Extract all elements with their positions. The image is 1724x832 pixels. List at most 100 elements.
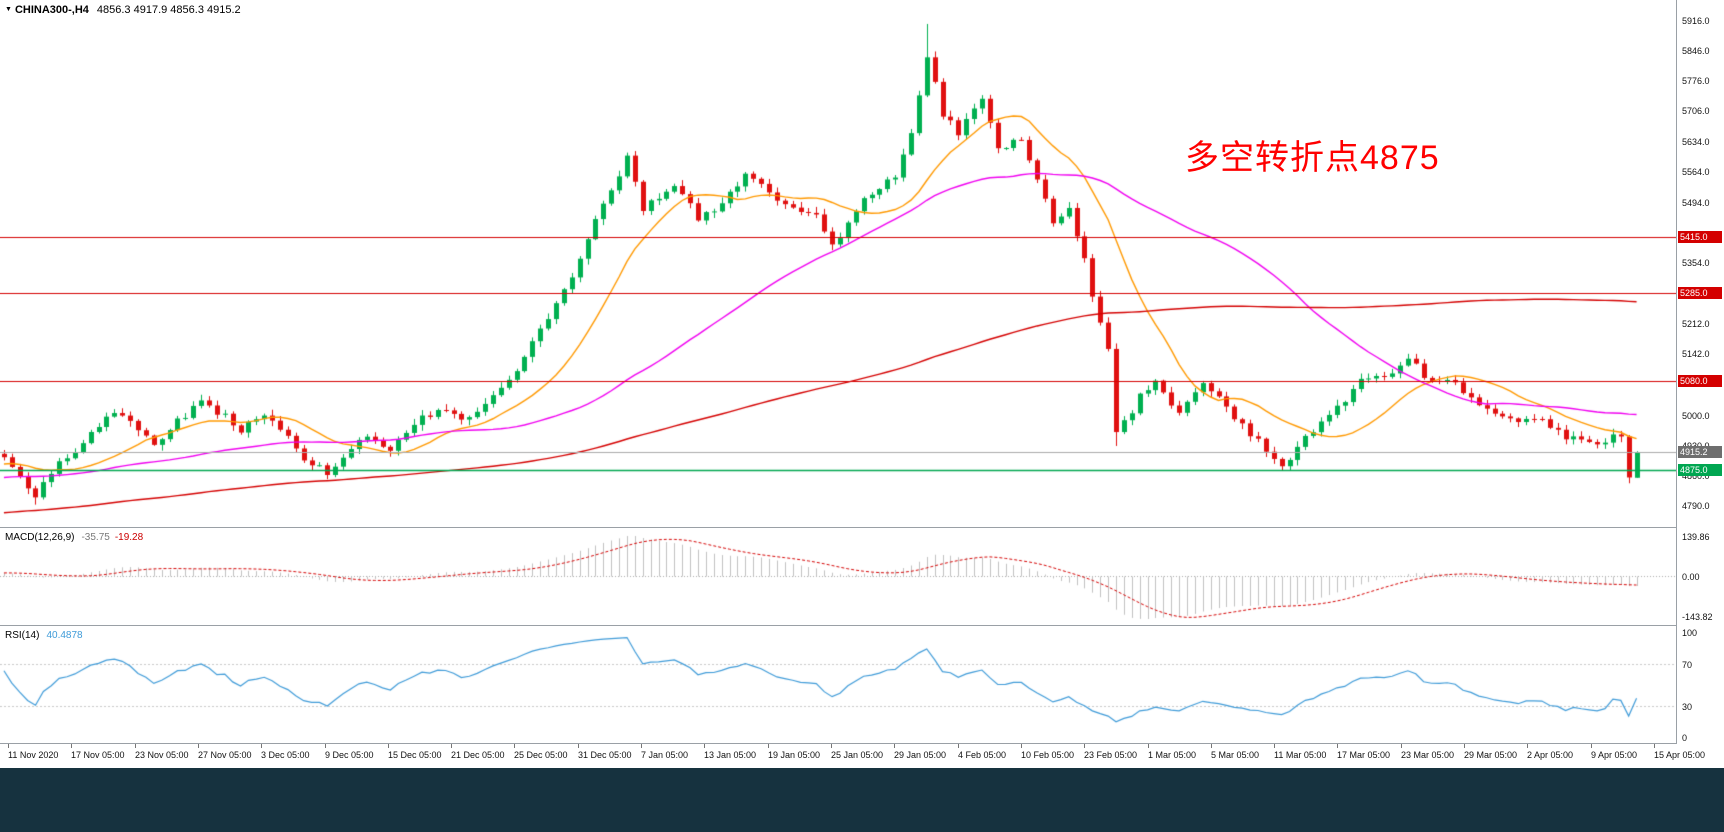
price-axis-label: 5916.0 [1682, 15, 1710, 26]
time-axis-label: 17 Mar 05:00 [1337, 750, 1391, 760]
time-axis-label: 9 Apr 05:00 [1591, 750, 1638, 760]
current-price-tag: 4915.2 [1678, 446, 1722, 459]
time-axis-label: 23 Nov 05:00 [135, 750, 189, 760]
time-axis-label: 13 Jan 05:00 [704, 750, 757, 760]
time-axis-tick [514, 744, 515, 748]
price-axis-label: 5142.0 [1682, 349, 1710, 360]
time-axis-tick [578, 744, 579, 748]
panel-divider [0, 743, 1724, 744]
time-axis-tick [261, 744, 262, 748]
rsi-name: RSI(14) [5, 630, 40, 641]
price-axis-label: 5354.0 [1682, 258, 1710, 268]
price-axis-label: 5634.0 [1682, 137, 1710, 148]
time-axis-label: 17 Nov 05:00 [71, 750, 125, 760]
ohlc-values: 4856.3 4917.9 4856.3 4915.2 [96, 4, 241, 16]
price-axis-label: 5564.0 [1682, 167, 1710, 178]
time-axis-label: 10 Feb 05:00 [1021, 750, 1075, 760]
rsi-panel-canvas[interactable] [0, 626, 1676, 743]
chart-title: ▼ CHINA300-,H4 4856.3 4917.9 4856.3 4915.2 [5, 4, 241, 16]
time-axis-label: 19 Jan 05:00 [768, 750, 821, 760]
time-axis-tick [1527, 744, 1528, 748]
price-axis-label: 5776.0 [1682, 75, 1710, 86]
time-axis-label: 29 Jan 05:00 [894, 750, 947, 760]
time-axis-tick [1148, 744, 1149, 748]
macd-signal-value: -19.28 [114, 532, 144, 543]
chart-expand-icon[interactable]: ▼ [5, 6, 12, 13]
time-axis-label: 11 Nov 2020 [8, 750, 59, 760]
time-axis-label: 31 Dec 05:00 [578, 750, 632, 760]
time-axis-tick [641, 744, 642, 748]
time-axis-tick [704, 744, 705, 748]
time-axis-tick [135, 744, 136, 748]
time-axis-label: 5 Mar 05:00 [1211, 750, 1260, 760]
time-axis-tick [388, 744, 389, 748]
level-price-tag: 5285.0 [1678, 286, 1722, 299]
symbol-timeframe-label: CHINA300-,H4 [14, 4, 89, 16]
macd-panel-canvas[interactable] [0, 528, 1676, 625]
time-axis-tick [1021, 744, 1022, 748]
price-axis-label: 5706.0 [1682, 106, 1710, 117]
time-axis-label: 1 Mar 05:00 [1148, 750, 1197, 760]
price-chart-canvas[interactable] [0, 0, 1676, 527]
time-axis-tick [831, 744, 832, 748]
time-axis-tick [451, 744, 452, 748]
time-axis-label: 4 Feb 05:00 [958, 750, 1007, 760]
time-axis-label: 21 Dec 05:00 [451, 750, 505, 760]
time-axis-tick [768, 744, 769, 748]
time-axis-tick [958, 744, 959, 748]
level-price-tag: 4875.0 [1678, 463, 1722, 476]
time-axis-tick [198, 744, 199, 748]
macd-axis-label: -143.82 [1682, 612, 1713, 623]
price-axis-label: 4860.0 [1682, 471, 1710, 482]
time-axis-label: 27 Nov 05:00 [198, 750, 252, 760]
rsi-axis-label: 30 [1682, 701, 1693, 712]
time-axis-label: 25 Dec 05:00 [514, 750, 568, 760]
time-axis-label: 3 Dec 05:00 [261, 750, 310, 760]
macd-main-value: -35.75 [81, 532, 110, 543]
time-axis-tick [1337, 744, 1338, 748]
time-axis-label: 2 Apr 05:00 [1527, 750, 1574, 760]
time-axis-tick [1274, 744, 1275, 748]
price-axis-label: 4790.0 [1682, 501, 1710, 512]
time-axis-label: 15 Apr 05:00 [1654, 750, 1706, 760]
macd-axis-label: 0.00 [1682, 571, 1700, 582]
price-axis-label: 5000.0 [1682, 410, 1710, 421]
rsi-value: 40.4878 [46, 630, 83, 641]
rsi-indicator-label: RSI(14) 40.4878 [5, 630, 83, 641]
time-axis-label: 15 Dec 05:00 [388, 750, 442, 760]
chart-annotation-text: 多空转折点4875 [1185, 139, 1440, 177]
time-axis-label: 11 Mar 05:00 [1274, 750, 1327, 760]
time-axis-tick [1591, 744, 1592, 748]
time-axis-tick [1084, 744, 1085, 748]
price-axis-label: 5212.0 [1682, 319, 1710, 330]
time-axis-label: 23 Mar 05:00 [1401, 750, 1455, 760]
level-price-tag: 5415.0 [1678, 230, 1722, 243]
rsi-axis-label: 0 [1682, 733, 1688, 743]
price-axis-label: 5846.0 [1682, 45, 1710, 56]
time-axis-label: 9 Dec 05:00 [325, 750, 374, 760]
time-axis-label: 29 Mar 05:00 [1464, 750, 1518, 760]
rsi-axis-label: 100 [1682, 628, 1698, 638]
level-price-tag: 5080.0 [1678, 375, 1722, 388]
time-axis-tick [1464, 744, 1465, 748]
macd-name: MACD(12,26,9) [5, 532, 75, 543]
macd-indicator-label: MACD(12,26,9) -35.75 -19.28 [5, 532, 143, 543]
time-axis-tick [325, 744, 326, 748]
time-axis-label: 23 Feb 05:00 [1084, 750, 1138, 760]
time-axis-tick [1401, 744, 1402, 748]
bottom-panel [0, 768, 1724, 832]
time-axis-tick [1654, 744, 1655, 748]
price-axis[interactable]: 5916.0 5846.0 5776.0 5706.0 5634.0 5564.0 5494… [1676, 0, 1724, 744]
time-axis[interactable]: 11 Nov 2020 17 Nov 05:00 23 Nov 05:00 27 No… [0, 744, 1724, 768]
time-axis-label: 25 Jan 05:00 [831, 750, 884, 760]
panel-divider[interactable] [0, 527, 1724, 528]
rsi-axis-label: 70 [1682, 659, 1693, 670]
time-axis-tick [71, 744, 72, 748]
time-axis-label: 7 Jan 05:00 [641, 750, 689, 760]
time-axis-tick [8, 744, 9, 748]
panel-divider[interactable] [0, 625, 1724, 626]
price-axis-label: 5494.0 [1682, 197, 1710, 208]
time-axis-tick [894, 744, 895, 748]
macd-axis-label: 139.86 [1682, 531, 1710, 542]
